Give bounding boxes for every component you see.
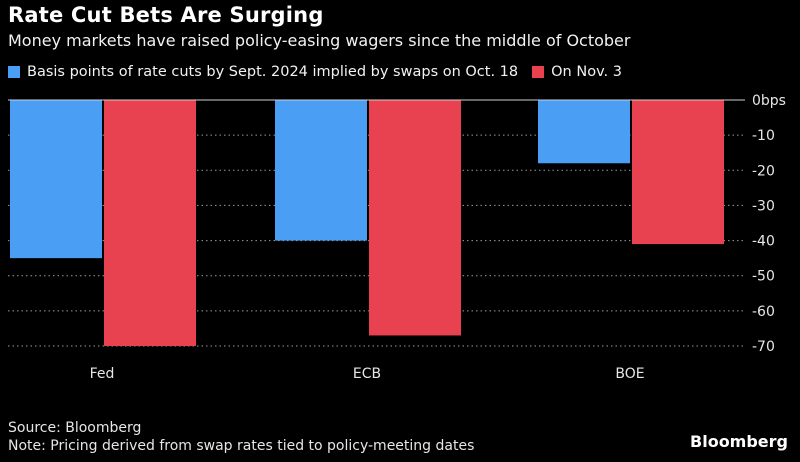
bloomberg-logo: Bloomberg	[690, 432, 788, 451]
bar-ecb-series-1	[369, 100, 461, 336]
legend-label-nov3: On Nov. 3	[551, 64, 622, 80]
bar-boe-series-1	[632, 100, 724, 245]
legend-item-oct18: Basis points of rate cuts by Sept. 2024 …	[8, 64, 518, 80]
y-tick-label: 0bps	[752, 93, 786, 109]
pricing-note: Note: Pricing derived from swap rates ti…	[8, 438, 475, 454]
y-tick-label: -60	[752, 304, 775, 320]
chart-subtitle: Money markets have raised policy-easing …	[8, 31, 631, 50]
legend-item-nov3: On Nov. 3	[532, 64, 622, 80]
legend-label-oct18: Basis points of rate cuts by Sept. 2024 …	[27, 64, 519, 80]
x-tick-label-fed: Fed	[90, 366, 115, 382]
y-tick-label: -70	[752, 339, 775, 355]
bar-fed-series-1	[104, 100, 196, 346]
bar-boe-series-0	[538, 100, 630, 164]
source-note: Source: Bloomberg	[8, 420, 142, 436]
y-tick-label: -30	[752, 198, 775, 214]
bar-fed-series-0	[10, 100, 102, 259]
y-tick-label: -20	[752, 163, 775, 179]
legend: Basis points of rate cuts by Sept. 2024 …	[8, 64, 636, 80]
y-tick-label: -50	[752, 269, 775, 285]
y-tick-label: -40	[752, 234, 775, 250]
chart-title: Rate Cut Bets Are Surging	[8, 3, 324, 27]
bar-ecb-series-0	[275, 100, 367, 241]
x-tick-label-boe: BOE	[615, 366, 644, 382]
legend-swatch-nov3	[532, 66, 545, 78]
y-tick-label: -10	[752, 128, 775, 144]
legend-swatch-oct18	[8, 66, 20, 78]
x-tick-label-ecb: ECB	[353, 366, 381, 382]
